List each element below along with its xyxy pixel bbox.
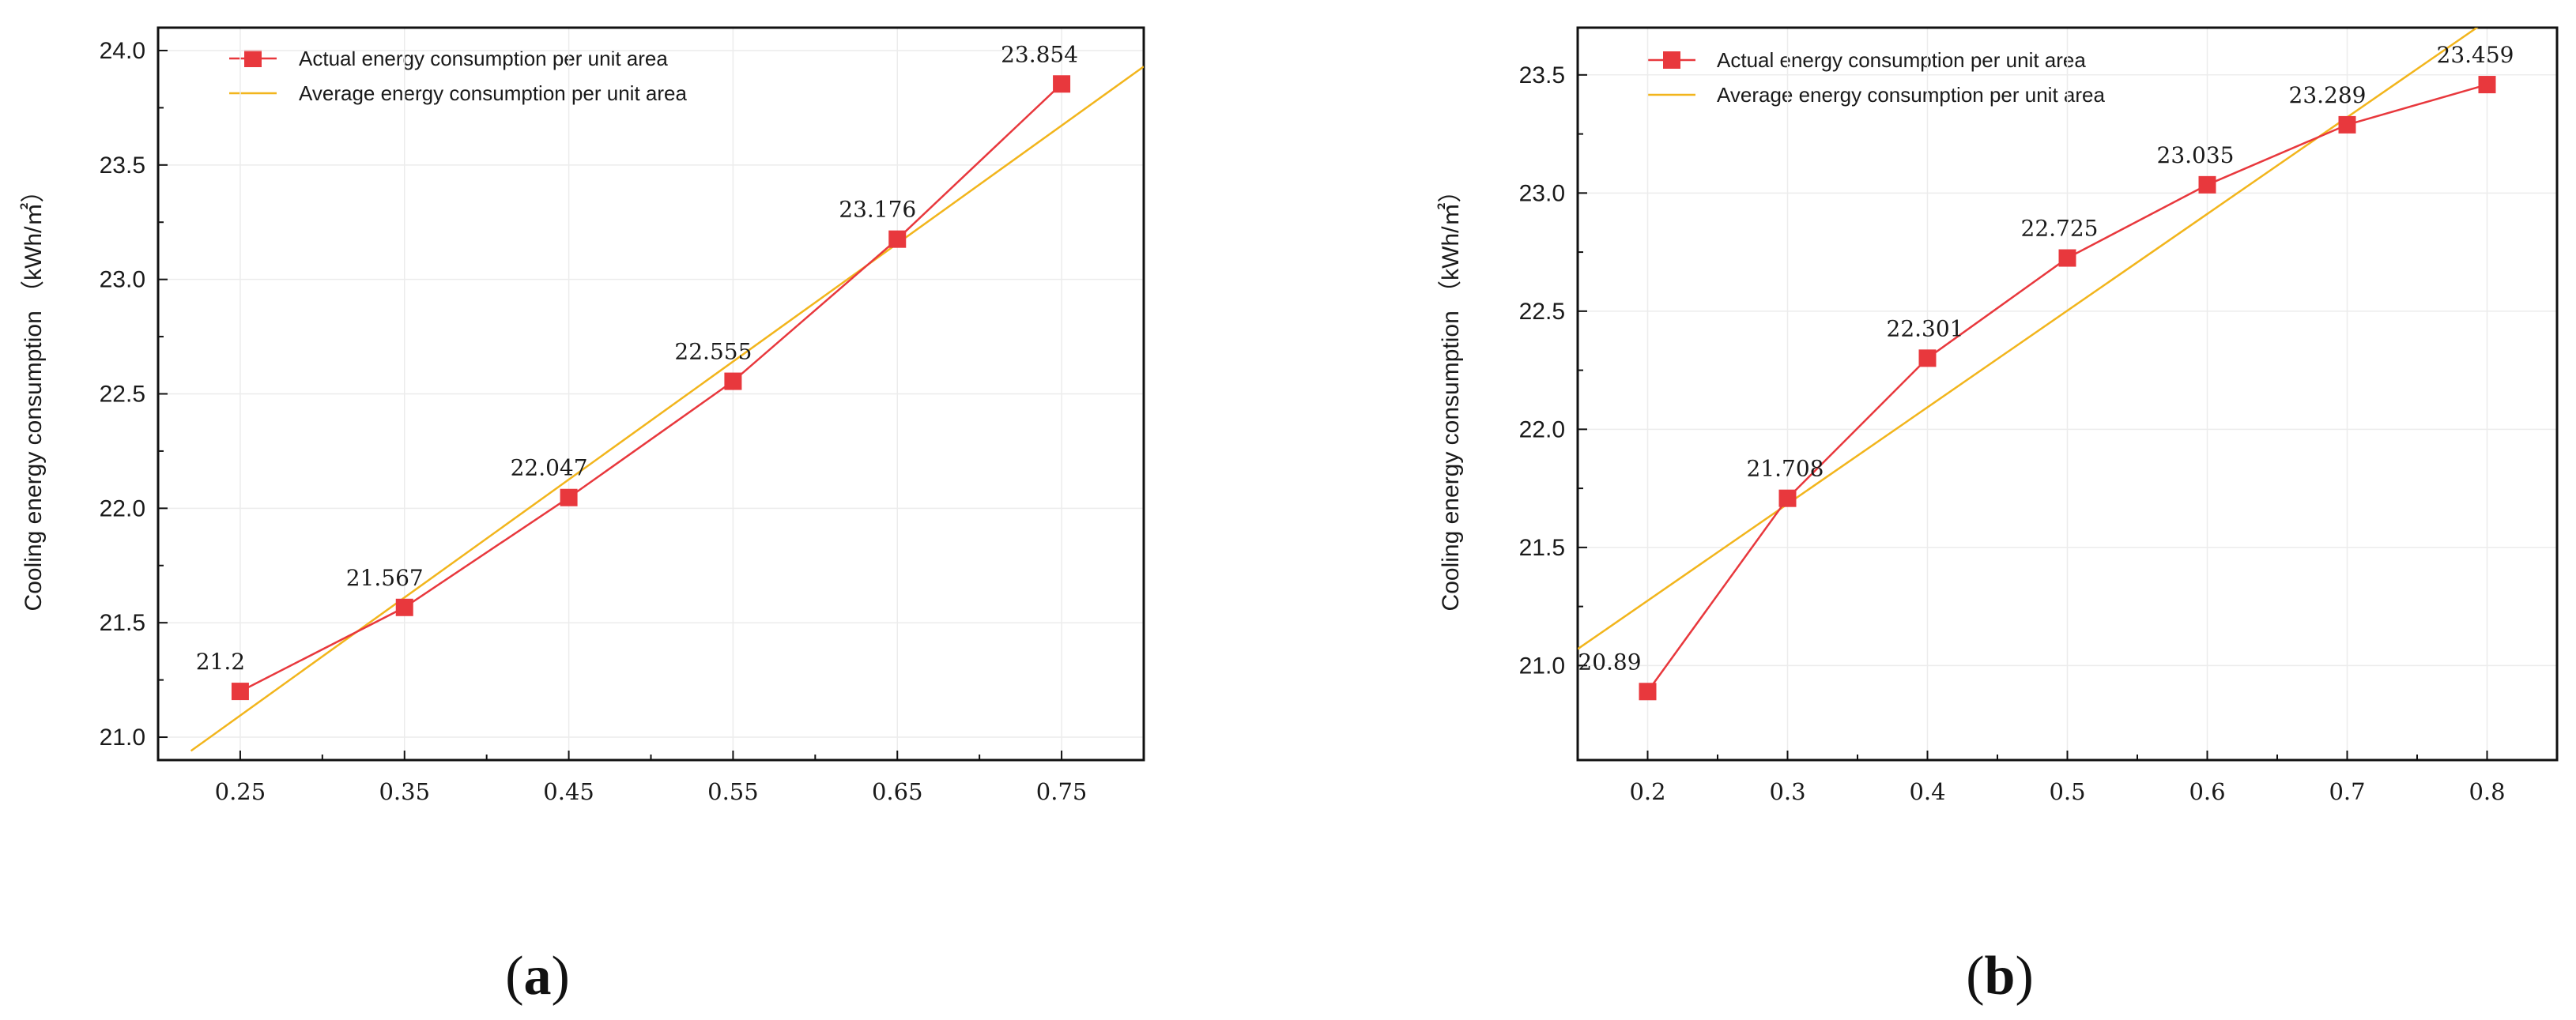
y-tick-label-b: 22.0 [1519, 416, 1565, 442]
data-label-a: 22.047 [511, 455, 588, 481]
data-label-b: 20.89 [1578, 649, 1641, 675]
data-point-marker-b [1918, 349, 1937, 367]
data-label-a: 23.176 [839, 197, 916, 223]
y-tick-label-b: 23.5 [1519, 62, 1565, 88]
x-tick-label-a: 0.25 [215, 778, 266, 805]
y-tick-label-a: 22.5 [100, 382, 145, 408]
x-tick-label-b: 0.4 [1909, 778, 1945, 805]
x-tick-label-a: 0.45 [543, 778, 594, 805]
y-tick-label-b: 22.5 [1519, 299, 1565, 325]
data-label-b: 22.301 [1887, 315, 1964, 341]
y-tick-label-a: 23.5 [100, 152, 145, 179]
x-tick-label-a: 0.35 [379, 778, 430, 805]
legend-label-average-a: Average energy consumption per unit area [299, 81, 687, 105]
data-point-marker-a [1053, 75, 1071, 93]
chart-panel-a: Cooling energy consumption （kWh/㎡） Actua… [21, 26, 1145, 1007]
x-tick-label-a: 0.55 [707, 778, 759, 805]
caption-a: (a) [505, 946, 570, 1007]
x-tick-label-a: 0.65 [872, 778, 923, 805]
average-fit-line-a [190, 66, 1144, 752]
data-label-b: 23.289 [2289, 82, 2367, 108]
y-tick-label-a: 22.0 [100, 495, 145, 521]
data-point-marker-b [1639, 683, 1657, 701]
average-fit-line-b [1578, 28, 2479, 650]
y-axis-label-a: Cooling energy consumption （kWh/㎡） [21, 179, 47, 612]
data-label-b: 23.459 [2437, 42, 2514, 68]
legend-marker-actual-b [1663, 51, 1680, 69]
y-tick-label-a: 24.0 [100, 38, 145, 64]
y-tick-label-a: 21.5 [100, 610, 145, 636]
x-tick-label-b: 0.7 [2329, 778, 2365, 805]
data-point-marker-a [724, 372, 742, 390]
y-tick-label-a: 23.0 [100, 267, 145, 293]
data-label-a: 22.555 [674, 339, 752, 365]
data-label-b: 21.708 [1747, 456, 1824, 482]
legend-label-average-b: Average energy consumption per unit area [1717, 83, 2105, 107]
data-point-marker-a [560, 488, 578, 506]
data-point-marker-b [2478, 76, 2496, 94]
data-point-marker-b [2338, 115, 2356, 134]
data-label-a: 21.567 [346, 565, 424, 591]
data-label-a: 21.2 [196, 649, 245, 675]
chart-panel-b: Cooling energy consumption （kWh/㎡） Actua… [1438, 26, 2559, 1007]
x-tick-label-b: 0.2 [1629, 778, 1665, 805]
y-tick-label-b: 21.5 [1519, 535, 1565, 561]
data-point-marker-a [395, 598, 413, 616]
data-label-a: 23.854 [1001, 41, 1078, 67]
y-axis-label-b: Cooling energy consumption （kWh/㎡） [1438, 179, 1464, 612]
x-tick-label-b: 0.5 [2049, 778, 2085, 805]
x-tick-label-b: 0.6 [2189, 778, 2225, 805]
y-tick-label-b: 23.0 [1519, 180, 1565, 206]
y-tick-label-a: 21.0 [100, 725, 145, 751]
data-point-marker-b [2198, 175, 2216, 194]
data-point-marker-b [2058, 249, 2076, 267]
x-tick-label-b: 0.3 [1769, 778, 1805, 805]
legend-marker-actual-a [244, 50, 262, 67]
legend-b: Actual energy consumption per unit area … [1648, 48, 2105, 107]
y-tick-label-b: 21.0 [1519, 653, 1565, 679]
data-point-marker-b [1778, 489, 1797, 507]
x-tick-label-a: 0.75 [1036, 778, 1088, 805]
data-point-marker-a [888, 230, 907, 248]
caption-b: (b) [1966, 946, 2034, 1007]
actual-series-line-a [239, 83, 1062, 693]
data-label-b: 22.725 [2021, 216, 2099, 242]
x-tick-label-b: 0.8 [2469, 778, 2505, 805]
data-point-marker-a [231, 683, 249, 701]
legend-a: Actual energy consumption per unit area … [229, 47, 687, 105]
data-label-b: 23.035 [2157, 142, 2235, 168]
legend-label-actual-b: Actual energy consumption per unit area [1717, 48, 2086, 72]
